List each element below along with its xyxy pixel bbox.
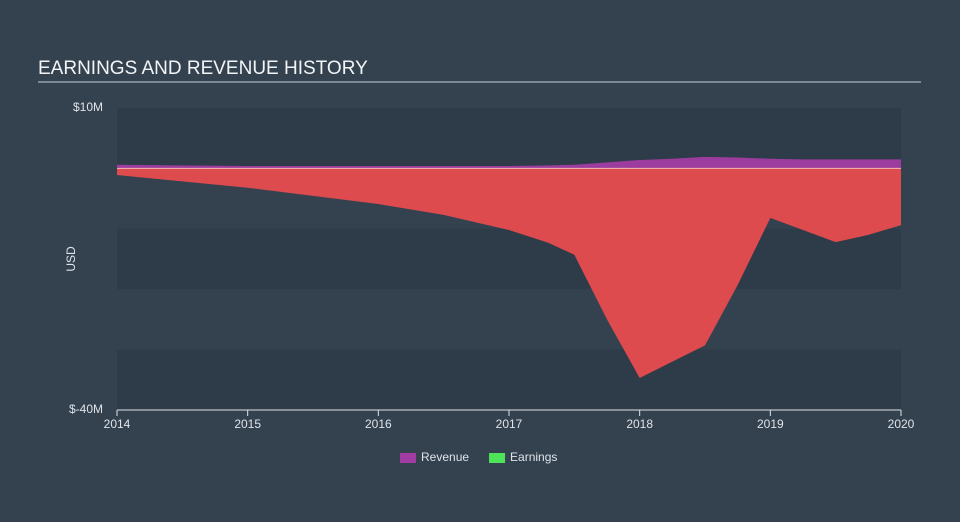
x-tick-label: 2019	[757, 417, 784, 431]
x-tick-label: 2018	[626, 417, 653, 431]
legend-label: Revenue	[421, 450, 469, 464]
plot-band	[117, 108, 901, 169]
area	[117, 168, 901, 378]
y-tick-label: $10M	[73, 100, 103, 114]
y-tick-label: $-40M	[69, 402, 103, 416]
x-tick-label: 2020	[888, 417, 915, 431]
plot-band	[117, 228, 901, 290]
x-tick-label: 2014	[104, 417, 131, 431]
plot-band	[117, 289, 901, 350]
legend-swatch	[489, 453, 506, 463]
y-axis-label: USD	[64, 246, 78, 272]
plot-bands	[117, 108, 901, 410]
x-tick-label: 2016	[365, 417, 392, 431]
x-tick-label: 2017	[496, 417, 523, 431]
legend-label: Earnings	[510, 450, 557, 464]
chart-title: EARNINGS AND REVENUE HISTORY	[38, 58, 368, 79]
legend-swatch	[400, 453, 416, 463]
x-tick-label: 2015	[234, 417, 261, 431]
area	[117, 156, 901, 169]
plot-band	[117, 349, 901, 410]
